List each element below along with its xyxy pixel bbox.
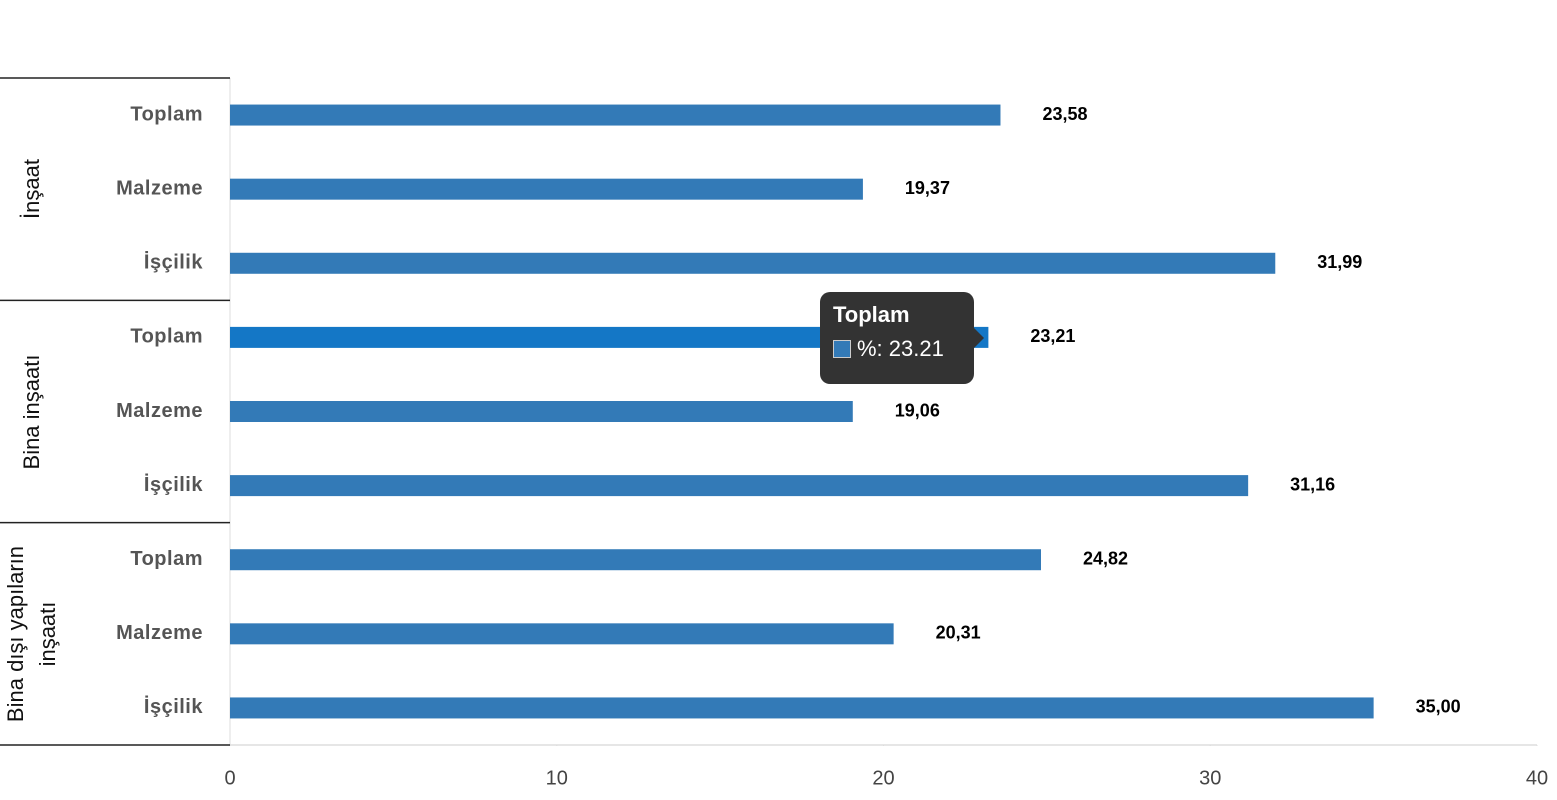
x-tick-label: 20 bbox=[872, 767, 894, 789]
category-label: Malzeme bbox=[116, 400, 203, 422]
value-label: 19,06 bbox=[895, 400, 940, 420]
value-label: 23,58 bbox=[1042, 104, 1087, 124]
group-label: Bina inşaatı bbox=[19, 354, 44, 469]
group-label: İnşaat bbox=[19, 159, 44, 220]
category-label: Malzeme bbox=[116, 622, 203, 644]
bar bbox=[230, 178, 863, 200]
bar bbox=[230, 549, 1041, 571]
tooltip-text: %: 23.21 bbox=[857, 336, 944, 361]
category-label: İşçilik bbox=[144, 251, 203, 274]
category-label: Toplam bbox=[130, 548, 203, 570]
tooltip-swatch bbox=[833, 340, 851, 358]
tooltip: Toplam %: 23.21 bbox=[820, 292, 984, 384]
x-tick-label: 10 bbox=[546, 767, 568, 789]
group-label: Bina dışı yapıların inşaatı bbox=[3, 545, 60, 722]
bar bbox=[230, 326, 989, 348]
value-label: 31,16 bbox=[1290, 474, 1335, 494]
bar bbox=[230, 475, 1249, 497]
value-label: 19,37 bbox=[905, 178, 950, 198]
bar bbox=[230, 697, 1374, 719]
category-label: İşçilik bbox=[144, 695, 203, 718]
value-label: 23,21 bbox=[1030, 326, 1075, 346]
bar bbox=[230, 104, 1001, 126]
x-tick-label: 40 bbox=[1526, 767, 1548, 789]
tooltip-title: Toplam bbox=[833, 302, 910, 327]
category-label: Malzeme bbox=[116, 177, 203, 199]
value-label: 31,99 bbox=[1317, 252, 1362, 272]
bar bbox=[230, 401, 853, 422]
value-label: 35,00 bbox=[1416, 697, 1461, 717]
bar bbox=[230, 252, 1276, 274]
value-label: 20,31 bbox=[936, 623, 981, 643]
category-label: Toplam bbox=[130, 103, 203, 125]
category-label: Toplam bbox=[130, 326, 203, 348]
bar bbox=[230, 623, 894, 645]
value-label: 24,82 bbox=[1083, 548, 1128, 568]
x-tick-label: 0 bbox=[224, 767, 235, 789]
category-label: İşçilik bbox=[144, 473, 203, 496]
x-tick-label: 30 bbox=[1199, 767, 1221, 789]
tooltip-row: %: 23.21 bbox=[833, 336, 961, 362]
